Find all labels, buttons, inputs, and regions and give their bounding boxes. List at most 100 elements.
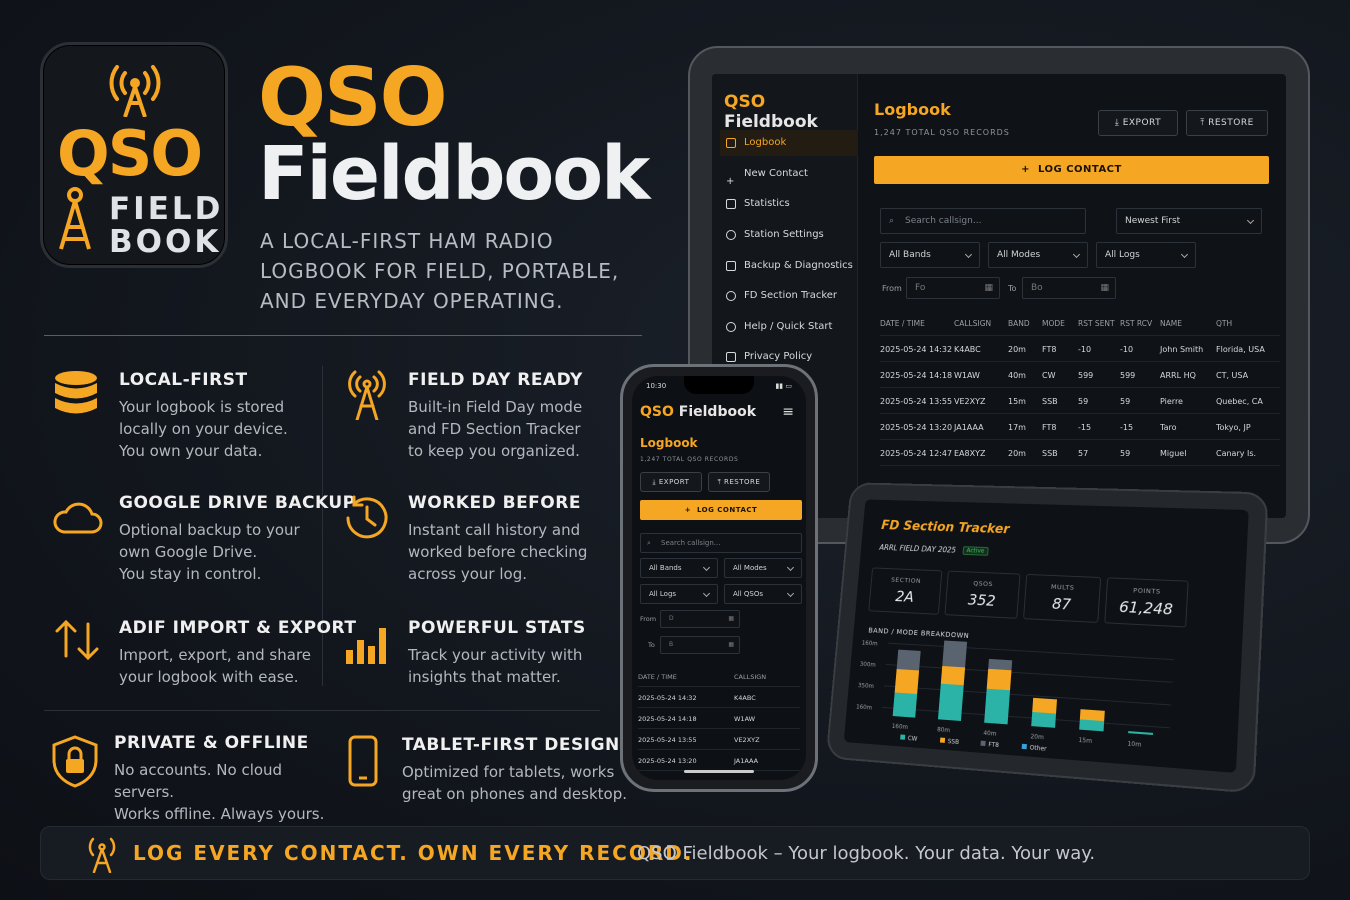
table-row[interactable]: 2025-05-24 13:55 VE2XYZ 15m SSB 59 59 Pierre Qu… [880, 388, 1280, 414]
table-cell: 2025-05-24 13:20 [880, 423, 953, 432]
antenna-tower-icon [88, 837, 116, 873]
sidebar-item-new-contact[interactable]: + New Contact [720, 161, 858, 187]
logo-fieldbook: Fieldbook [724, 112, 818, 132]
bands-select[interactable]: All Bands [880, 242, 980, 268]
from-date-input[interactable]: D ▦ [660, 610, 740, 628]
feature-title: LOCAL-FIRST [119, 370, 248, 390]
feature-text: Your logbook is stored [119, 398, 285, 416]
to-date-input[interactable]: B ▦ [660, 636, 740, 654]
logs-select[interactable]: All Logs [1096, 242, 1196, 268]
table-row[interactable]: 2025-05-24 14:18 W1AW 40m CW 599 599 ARRL HQ CT… [880, 362, 1280, 388]
home-indicator [684, 770, 754, 773]
search-input[interactable]: ⌕ Search callsign... [640, 533, 802, 553]
table-row[interactable]: 2025-05-24 14:18 W1AW [638, 708, 800, 729]
log-contact-button[interactable]: + LOG CONTACT [640, 500, 802, 520]
table-cell: 2025-05-24 14:18 [880, 371, 953, 380]
feature-text: and FD Section Tracker [408, 420, 581, 438]
to-date-input[interactable]: Bo ▦ [1022, 277, 1116, 299]
tagline-line: LOGBOOK FOR FIELD, PORTABLE, [260, 259, 620, 283]
search-input[interactable]: ⌕ Search callsign... [880, 208, 1086, 234]
table-row[interactable]: 2025-05-24 14:32 K4ABC 20m FT8 -10 -10 John Sm… [880, 336, 1280, 362]
feature-local-first: LOCAL-FIRST Your logbook is stored local… [119, 370, 389, 462]
app-logo: QSO Fieldbook [640, 404, 756, 420]
sidebar-item-statistics[interactable]: Statistics [720, 191, 858, 217]
logo-fieldbook: Fieldbook [673, 404, 757, 420]
table-cell: ARRL HQ [1160, 371, 1196, 380]
calendar-icon: ▦ [1100, 283, 1109, 293]
table-row[interactable]: 2025-05-24 13:55 VE2XYZ [638, 729, 800, 750]
table-cell: 599 [1078, 371, 1094, 380]
table-row[interactable]: 2025-05-24 14:32 K4ABC [638, 687, 800, 708]
stat-label: SECTION [890, 575, 922, 585]
table-cell: JA1AAA [954, 423, 984, 432]
fd-screen: FD Section Tracker ARRL FIELD DAY 2025 A… [843, 499, 1249, 773]
modes-select[interactable]: All Modes [724, 558, 802, 578]
shield-icon [726, 352, 736, 362]
column-header: NAME [1160, 319, 1182, 328]
chart-bar [942, 640, 968, 668]
log-contact-button[interactable]: + LOG CONTACT [874, 156, 1269, 184]
legend-swatch [980, 740, 986, 747]
sidebar-item-station-settings[interactable]: Station Settings [720, 222, 858, 248]
table-cell: 57 [1078, 449, 1089, 458]
record-count: 1,247 TOTAL QSO RECORDS [640, 456, 739, 463]
fd-event: ARRL FIELD DAY 2025 [879, 543, 957, 555]
column-header: BAND [1008, 319, 1030, 328]
table-row[interactable]: 2025-05-24 12:47 EA8XYZ 20m SSB 57 59 Miguel Ca… [880, 440, 1280, 466]
sort-select[interactable]: Newest First [1116, 208, 1262, 234]
table-row[interactable]: 2025-05-24 13:20 JA1AAA 17m FT8 -15 -15 Taro To… [880, 414, 1280, 440]
y-tick-label: 350m [858, 683, 875, 690]
chart-bar [1079, 719, 1105, 732]
shield-lock-icon [52, 735, 98, 788]
export-button[interactable]: ⤓ EXPORT [1098, 110, 1178, 136]
help-icon [726, 322, 736, 332]
restore-button[interactable]: ⤒ RESTORE [708, 472, 770, 492]
chart-bar [1031, 711, 1057, 728]
table-cell: SSB [1042, 449, 1058, 458]
modes-select[interactable]: All Modes [988, 242, 1088, 268]
logs-select[interactable]: All Logs [640, 584, 718, 604]
bands-value: All Bands [649, 564, 682, 572]
table-cell: W1AW [734, 715, 756, 723]
title-qso: QSO [258, 51, 448, 144]
from-date-input[interactable]: Fo ▦ [906, 277, 1000, 299]
column-header: QTH [1216, 319, 1233, 328]
restore-button[interactable]: ⤒ RESTORE [1186, 110, 1268, 136]
sidebar-item-logbook[interactable]: Logbook [720, 130, 858, 156]
sidebar-item-help[interactable]: Help / Quick Start [720, 314, 858, 340]
sidebar-item-fd-section-tracker[interactable]: FD Section Tracker [720, 283, 858, 309]
sidebar-item-label: Station Settings [744, 229, 824, 240]
table-row[interactable]: 2025-05-24 13:20 JA1AAA [638, 750, 800, 771]
sidebar-item-privacy-policy[interactable]: Privacy Policy [720, 344, 858, 370]
phone-mockup: 10:30 ▮▮ ▭ QSO Fieldbook ≡ Logbook 1,247… [620, 364, 818, 792]
search-placeholder: Search callsign... [905, 216, 982, 226]
app-logo: QSO Fieldbook [724, 92, 857, 132]
table-cell: 2025-05-24 13:55 [638, 736, 697, 744]
from-label: From [640, 615, 657, 623]
column-header: RST RCV [1120, 319, 1153, 328]
logo-qso: QSO [640, 404, 674, 420]
search-icon: ⌕ [647, 539, 651, 547]
backup-icon [726, 261, 736, 271]
feature-text: worked before checking [408, 543, 588, 561]
modes-value: All Modes [997, 250, 1041, 260]
tower-icon [59, 187, 91, 250]
bands-select[interactable]: All Bands [640, 558, 718, 578]
tablet-screen: QSO Fieldbook Logbook + New Contact Stati… [712, 74, 1286, 518]
app-icon: QSO FIELD BOOK [40, 42, 228, 268]
table-cell: EA8XYZ [954, 449, 986, 458]
qsos-select[interactable]: All QSOs [724, 584, 802, 604]
logs-value: All Logs [1105, 250, 1140, 260]
menu-icon[interactable]: ≡ [782, 404, 794, 420]
sidebar-item-backup[interactable]: Backup & Diagnostics [720, 253, 858, 279]
log-contact-label: LOG CONTACT [1037, 164, 1122, 175]
table-cell: VE2XYZ [734, 736, 760, 744]
table-cell: W1AW [954, 371, 980, 380]
table-cell: 59 [1078, 397, 1089, 406]
gridline [888, 643, 1174, 659]
export-button[interactable]: ⤓ EXPORT [640, 472, 702, 492]
tagline-line: AND EVERYDAY OPERATING. [260, 289, 564, 313]
x-tick-label: 80m [937, 727, 951, 734]
to-date-value: Bo [1031, 283, 1043, 293]
table-cell: CW [1042, 371, 1056, 380]
